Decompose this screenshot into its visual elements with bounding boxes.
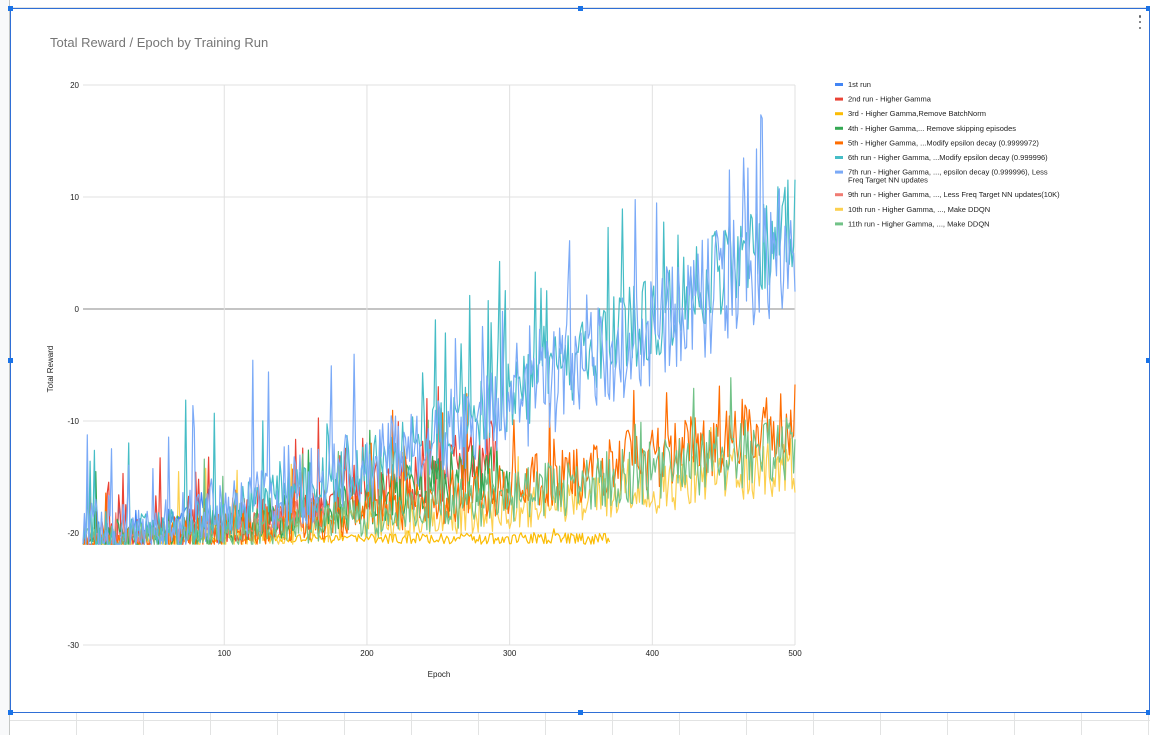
resize-handle-top-center[interactable] — [578, 6, 583, 11]
legend-swatch — [835, 207, 843, 211]
resize-handle-middle-left[interactable] — [8, 358, 13, 363]
y-tick-label: 0 — [75, 305, 80, 314]
x-tick-label: 300 — [503, 649, 517, 658]
legend-label: 1st run — [848, 80, 871, 89]
y-axis-label: Total Reward — [46, 346, 55, 393]
chart-menu-icon[interactable] — [1137, 15, 1143, 29]
series-lines — [82, 114, 796, 545]
x-tick-label: 400 — [646, 649, 660, 658]
legend-label: 5th - Higher Gamma, ...Modify epsilon de… — [848, 138, 1039, 147]
y-tick-label: 10 — [70, 193, 79, 202]
legend-swatch — [835, 156, 843, 159]
legend-swatch — [835, 83, 843, 86]
y-axis-ticks: -30 -20 -10 0 10 20 — [67, 81, 79, 650]
legend-label: 4th - Higher Gamma,... Remove skipping e… — [848, 124, 1016, 133]
y-tick-label: -30 — [67, 641, 79, 650]
y-tick-label: -20 — [67, 529, 79, 538]
resize-handle-bottom-right[interactable] — [1146, 710, 1150, 715]
legend-label: 9th run - Higher Gamma, ..., Less Freq T… — [848, 190, 1060, 199]
resize-handle-bottom-left[interactable] — [8, 710, 13, 715]
legend-label: 11th run - Higher Gamma, ..., Make DDQN — [848, 219, 990, 228]
chart-title: Total Reward / Epoch by Training Run — [50, 35, 268, 50]
row-header-strip — [0, 0, 10, 735]
resize-handle-middle-right[interactable] — [1146, 358, 1150, 363]
legend-swatch — [835, 222, 843, 226]
legend-swatch — [835, 97, 843, 101]
legend-swatch — [835, 170, 843, 174]
legend-label: 7th run - Higher Gamma, ..., epsilon dec… — [848, 168, 1048, 185]
x-axis-label: Epoch — [428, 670, 451, 679]
x-tick-label: 500 — [788, 649, 802, 658]
legend-label: 3rd - Higher Gamma,Remove BatchNorm — [848, 109, 986, 118]
legend-swatch — [835, 141, 843, 145]
legend-label: 10th run - Higher Gamma, ..., Make DDQN — [848, 205, 990, 214]
legend-swatch — [835, 112, 843, 116]
legend-label: 6th run - Higher Gamma, ...Modify epsilo… — [848, 153, 1048, 162]
y-tick-label: -10 — [67, 417, 79, 426]
y-tick-label: 20 — [70, 81, 79, 90]
legend-swatch — [835, 193, 843, 197]
series-line — [82, 114, 796, 545]
x-tick-label: 100 — [218, 649, 232, 658]
legend: 1st run 2nd run - Higher Gamma 3rd - Highe… — [835, 80, 1060, 228]
resize-handle-bottom-center[interactable] — [578, 710, 583, 715]
x-tick-label: 200 — [360, 649, 374, 658]
resize-handle-top-left[interactable] — [8, 6, 13, 11]
legend-swatch — [835, 126, 843, 130]
legend-label: 2nd run - Higher Gamma — [848, 95, 932, 104]
resize-handle-top-right[interactable] — [1146, 6, 1150, 11]
gridlines — [83, 84, 796, 646]
x-axis-ticks: 100 200 300 400 500 — [218, 649, 803, 658]
column-header-strip — [0, 0, 1150, 8]
